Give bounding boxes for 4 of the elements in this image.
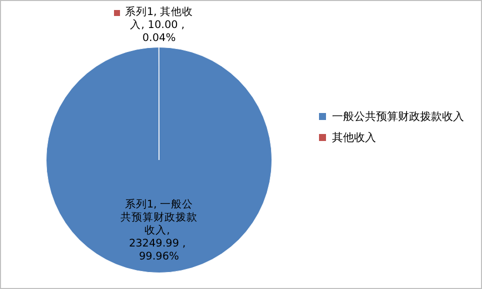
- legend-label: 其他收入: [332, 130, 376, 145]
- data-label: 系列1, 其他收入, 10.00 , 0.04%: [124, 4, 194, 44]
- legend-label: 一般公共预算财政拨款收入: [332, 109, 464, 124]
- data-label: 系列1, 一般公共预算财政拨款收入, 23249.99 , 99.96%: [120, 198, 198, 263]
